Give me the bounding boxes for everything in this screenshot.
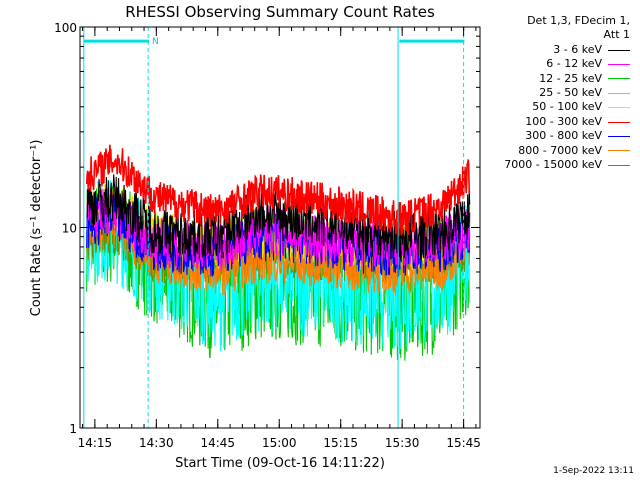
series-line-5: [85, 144, 471, 237]
legend-label: 6 - 12 keV: [546, 57, 602, 71]
x-axis-label: Start Time (09-Oct-16 14:11:22): [175, 456, 385, 471]
series-line-3: [86, 176, 471, 352]
legend-entry: 3 - 6 keV: [480, 43, 630, 57]
x-tick-label: 14:45: [200, 436, 235, 450]
legend-label: 50 - 100 keV: [532, 100, 602, 114]
y-tick-label: 10: [62, 222, 77, 236]
series-line-0: [86, 174, 471, 261]
legend-label: 3 - 6 keV: [553, 42, 602, 56]
x-axis: 14:15 14:30 14:45 15:00 15:15 15:30 15:45: [78, 27, 481, 450]
legend-entry: 50 - 100 keV: [480, 100, 630, 114]
x-tick-label: 15:45: [446, 436, 481, 450]
legend-entry: 800 - 7000 keV: [480, 144, 630, 158]
legend-label: 100 - 300 keV: [525, 114, 602, 128]
x-tick-label: 14:30: [139, 436, 174, 450]
x-tick-label: 15:30: [385, 436, 420, 450]
chart-title: RHESSI Observing Summary Count Rates: [125, 3, 435, 21]
legend-label: 300 - 800 keV: [525, 129, 602, 143]
legend-entry: 12 - 25 keV: [480, 72, 630, 86]
legend: Det 1,3, FDecim 1, Att 1 3 - 6 keV 6 - 12…: [480, 14, 630, 172]
legend-header-1: Det 1,3, FDecim 1,: [527, 14, 630, 27]
y-tick-label: 100: [54, 21, 77, 35]
legend-entry: 100 - 300 keV: [480, 115, 630, 129]
y-axis-label: Count Rate (s⁻¹ detector⁻¹): [29, 140, 44, 317]
legend-entry: 7000 - 15000 keV: [480, 158, 630, 172]
legend-label: 800 - 7000 keV: [518, 143, 602, 157]
legend-label: 7000 - 15000 keV: [504, 158, 602, 172]
legend-entry: 25 - 50 keV: [480, 86, 630, 100]
legend-label: 25 - 50 keV: [539, 86, 602, 100]
legend-swatch: [608, 92, 630, 94]
legend-label: 12 - 25 keV: [539, 71, 602, 85]
legend-header-2: Att 1: [603, 28, 630, 42]
legend-swatch: [608, 49, 630, 51]
legend-swatch: [608, 135, 630, 137]
legend-entry: 300 - 800 keV: [480, 129, 630, 143]
legend-entry: 6 - 12 keV: [480, 57, 630, 71]
timestamp: 1-Sep-2022 13:11: [553, 466, 634, 476]
x-tick-label: 15:15: [323, 436, 358, 450]
legend-swatch: [608, 150, 630, 152]
x-tick-label: 14:15: [78, 436, 113, 450]
legend-swatch: [608, 63, 630, 65]
legend-swatch: [608, 107, 630, 109]
legend-swatch: [608, 78, 630, 80]
y-axis: 1 10 100: [54, 21, 480, 436]
night-annotation-n: N: [152, 37, 159, 47]
legend-swatch: [608, 121, 630, 123]
x-tick-label: 15:00: [262, 436, 297, 450]
legend-swatch: [608, 164, 630, 166]
y-tick-label: 1: [69, 422, 77, 436]
